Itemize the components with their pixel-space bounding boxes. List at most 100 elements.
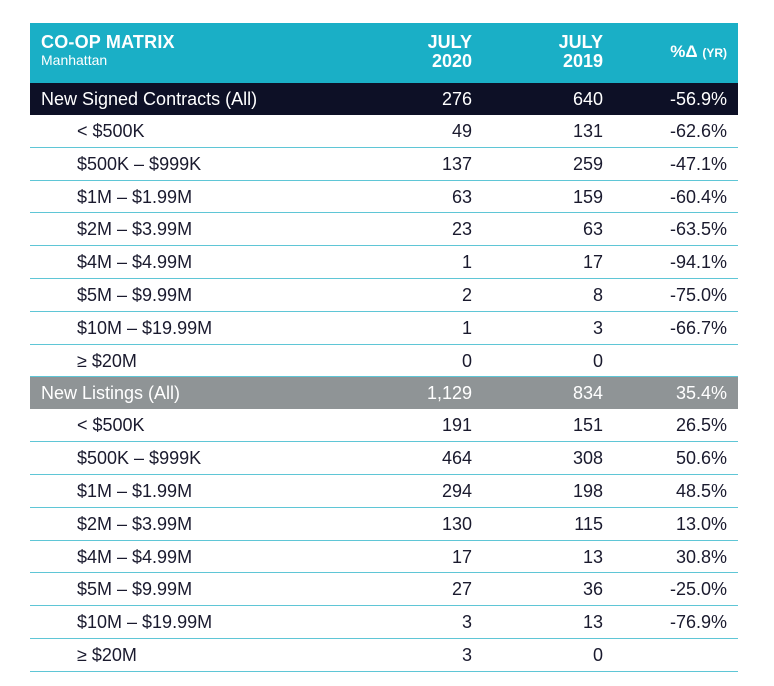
value-2019: 36 [582,579,603,600]
table-row: $1M – $1.99M 294 198 48.5% [30,475,738,508]
table-title: CO-OP MATRIX [41,32,175,52]
table-row: ≥ $20M 0 0 [30,345,738,378]
column-header-2019: JULY 2019 [559,33,603,71]
pct-change-suffix: (YR) [702,46,727,60]
value-2019: 0 [592,350,603,371]
value-2020: 23 [451,219,472,240]
table-row: < $500K 49 131 -62.6% [30,115,738,148]
row-label: $500K – $999K [77,153,202,174]
value-2019: 259 [572,153,603,174]
pct-change: -47.1% [669,153,727,174]
summary-row-label: New Signed Contracts (All) [41,89,258,109]
row-label: $2M – $3.99M [77,219,193,240]
value-2020: 191 [441,415,472,436]
row-label: $5M – $9.99M [77,579,193,600]
pct-change: 50.6% [675,448,727,469]
row-label: $10M – $19.99M [77,317,213,338]
pct-change: -25.0% [669,579,727,600]
column-header-2020: JULY 2020 [428,33,472,71]
pct-change: -62.6% [669,121,727,141]
value-2020: 1 [461,317,472,338]
value-2020: 0 [461,350,472,371]
value-2019: 115 [574,513,603,534]
table-row: $2M – $3.99M 130 115 13.0% [30,508,738,541]
value-2019: 308 [572,448,603,469]
column-header-pct-change: %Δ (YR) [670,42,727,63]
value-2020: 1 [461,252,472,273]
pct-change: 13.0% [675,513,727,534]
summary-value-2020: 1,129 [426,383,472,404]
summary-value-2019: 640 [572,89,603,109]
pct-change: -60.4% [669,186,727,207]
pct-change: -63.5% [669,219,727,240]
table-title-block: CO-OP MATRIX Manhattan [41,32,175,68]
row-label: $1M – $1.99M [77,480,193,501]
row-label: $5M – $9.99M [77,284,193,305]
table-row: $5M – $9.99M 27 36 -25.0% [30,573,738,607]
value-2020: 3 [461,644,472,665]
row-label: < $500K [77,415,145,436]
value-2019: 151 [572,415,603,436]
summary-value-2020: 276 [441,89,472,109]
value-2020: 137 [441,153,472,174]
value-2020: 27 [451,579,472,600]
value-2019: 63 [582,219,603,240]
value-2020: 3 [461,612,472,633]
table-row: $10M – $19.99M 1 3 -66.7% [30,312,738,345]
pct-change: -66.7% [669,317,727,338]
row-label: ≥ $20M [77,350,137,371]
value-2020: 17 [451,546,472,567]
row-label: $2M – $3.99M [77,513,193,534]
row-label: $500K – $999K [77,448,202,469]
value-2020: 49 [451,121,472,141]
value-2019: 17 [582,252,603,273]
column-header-2020-year: 2020 [431,51,472,71]
pct-change-label: %Δ [670,42,698,61]
value-2020: 63 [451,186,472,207]
pct-change: 26.5% [675,415,727,436]
row-label: < $500K [77,121,145,141]
pct-change: 48.5% [675,480,727,501]
value-2019: 8 [592,284,603,305]
row-label: $4M – $4.99M [77,546,193,567]
table-row: $2M – $3.99M 23 63 -63.5% [30,213,738,247]
value-2019: 13 [582,612,603,633]
summary-row-label: New Listings (All) [41,383,181,404]
coop-matrix-table: CO-OP MATRIX Manhattan JULY 2020 JULY 20… [30,23,738,672]
value-2019: 198 [572,480,603,501]
row-label: ≥ $20M [77,644,137,665]
value-2019: 159 [572,186,603,207]
column-header-2020-month: JULY [427,32,472,52]
table-header: CO-OP MATRIX Manhattan JULY 2020 JULY 20… [30,23,738,83]
table-row: $500K – $999K 137 259 -47.1% [30,148,738,181]
table-row: ≥ $20M 3 0 [30,639,738,672]
summary-row: New Listings (All) 1,129 834 35.4% [30,377,738,410]
value-2019: 0 [592,644,603,665]
pct-change: -94.1% [669,252,727,273]
column-header-2019-year: 2019 [562,51,603,71]
summary-pct-change: 35.4% [675,383,727,404]
table-row: $1M – $1.99M 63 159 -60.4% [30,181,738,214]
summary-value-2019: 834 [572,383,603,404]
column-header-2019-month: JULY [558,32,603,52]
pct-change: 30.8% [675,546,727,567]
value-2020: 294 [441,480,472,501]
summary-row: New Signed Contracts (All) 276 640 -56.9% [30,83,738,115]
table-subtitle: Manhattan [41,52,108,68]
value-2019: 3 [592,317,603,338]
table-row: $5M – $9.99M 2 8 -75.0% [30,279,738,312]
summary-pct-change: -56.9% [669,89,727,109]
row-label: $10M – $19.99M [77,612,213,633]
table-row: $4M – $4.99M 17 13 30.8% [30,541,738,574]
value-2020: 130 [441,513,472,534]
table-row: < $500K 191 151 26.5% [30,409,738,443]
row-label: $1M – $1.99M [77,186,193,207]
pct-change: -76.9% [669,612,727,633]
value-2019: 13 [582,546,603,567]
value-2020: 2 [461,284,472,305]
table-body: New Signed Contracts (All) 276 640 -56.9% < … [30,83,738,672]
value-2019: 131 [572,121,603,141]
table-row: $4M – $4.99M 1 17 -94.1% [30,246,738,279]
table-row: $500K – $999K 464 308 50.6% [30,442,738,475]
table-row: $10M – $19.99M 3 13 -76.9% [30,606,738,639]
